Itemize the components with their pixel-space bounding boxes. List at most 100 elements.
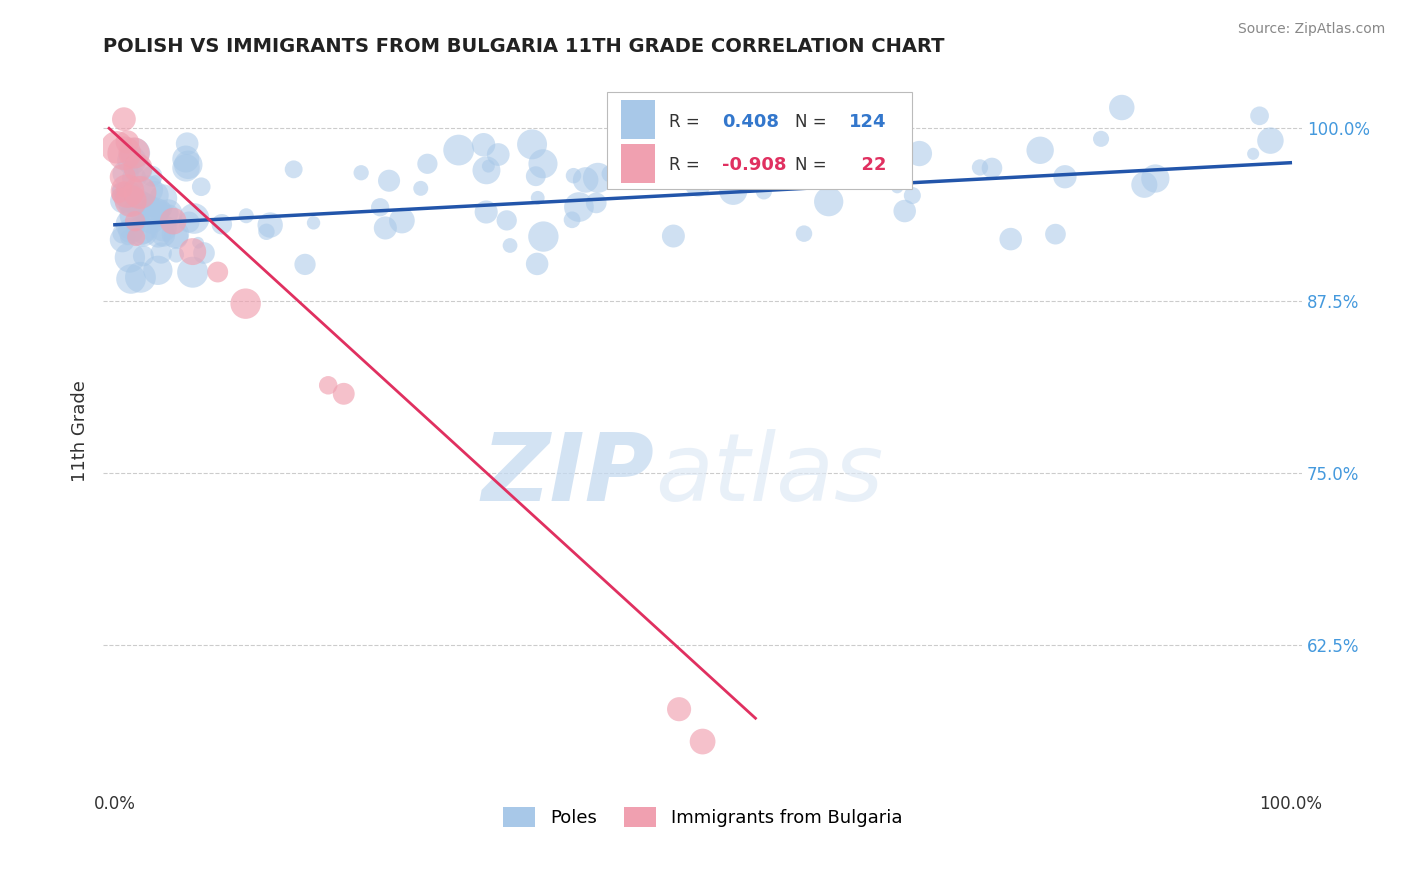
Point [174, 161, 197, 175]
Point [908, 146, 931, 161]
Point [256, 225, 278, 239]
Point [121, 153, 143, 168]
Point [969, 161, 991, 175]
Text: 0.408: 0.408 [721, 112, 779, 130]
Point [374, 221, 396, 235]
Text: POLISH VS IMMIGRANTS FROM BULGARIA 11TH GRADE CORRELATION CHART: POLISH VS IMMIGRANTS FROM BULGARIA 11TH … [103, 37, 945, 56]
Point [294, 257, 316, 271]
Point [524, 169, 547, 184]
Point [132, 224, 155, 238]
Point [1133, 178, 1156, 192]
Point [662, 229, 685, 244]
Text: atlas: atlas [655, 429, 883, 520]
Point [177, 158, 200, 172]
Point [124, 214, 146, 228]
Text: Source: ZipAtlas.com: Source: ZipAtlas.com [1237, 22, 1385, 37]
Point [486, 147, 509, 161]
Point [723, 184, 745, 198]
Point [316, 378, 339, 392]
Point [477, 159, 499, 173]
Point [165, 248, 187, 262]
Point [817, 194, 839, 209]
Point [1090, 132, 1112, 146]
Text: 22: 22 [849, 156, 886, 174]
Point [634, 166, 657, 180]
Point [235, 296, 257, 310]
Point [283, 162, 305, 177]
Bar [621, 144, 655, 183]
Point [111, 233, 134, 247]
Point [190, 179, 212, 194]
Point [378, 174, 401, 188]
Point [793, 227, 815, 241]
Point [520, 137, 543, 152]
Point [143, 174, 166, 188]
Point [114, 166, 136, 180]
Point [568, 200, 591, 214]
Point [668, 702, 690, 716]
Point [475, 205, 498, 219]
Point [575, 173, 598, 187]
Point [475, 163, 498, 178]
Point [893, 204, 915, 219]
Point [142, 205, 165, 219]
Y-axis label: 11th Grade: 11th Grade [72, 381, 89, 483]
Point [111, 227, 134, 241]
Point [531, 229, 554, 244]
Point [177, 215, 200, 229]
Point [176, 136, 198, 151]
Point [118, 198, 141, 212]
Point [1053, 169, 1076, 184]
Point [193, 246, 215, 260]
Point [124, 146, 146, 161]
Point [526, 257, 548, 271]
Point [132, 196, 155, 211]
Point [752, 185, 775, 199]
Point [122, 208, 145, 222]
Point [127, 216, 149, 230]
Point [156, 207, 179, 221]
Point [110, 184, 132, 198]
Point [129, 198, 152, 212]
Bar [621, 100, 655, 139]
Point [129, 270, 152, 285]
Point [117, 191, 139, 205]
Point [1000, 232, 1022, 246]
Point [886, 180, 908, 194]
Point [152, 227, 174, 242]
Point [143, 188, 166, 202]
Point [152, 191, 174, 205]
Point [131, 225, 153, 239]
Point [141, 202, 163, 217]
Point [183, 211, 205, 226]
Point [111, 170, 134, 185]
Point [136, 198, 159, 212]
Point [599, 167, 621, 181]
Point [141, 209, 163, 223]
Point [159, 206, 181, 220]
Point [120, 218, 142, 232]
Point [117, 184, 139, 198]
Point [187, 235, 209, 250]
Point [105, 140, 128, 154]
Point [120, 181, 142, 195]
Point [181, 265, 204, 279]
Point [111, 194, 134, 208]
Point [332, 386, 354, 401]
Point [1045, 227, 1067, 242]
Point [181, 244, 204, 259]
Point [586, 170, 609, 185]
Point [531, 157, 554, 171]
Point [141, 169, 163, 184]
Point [125, 230, 148, 244]
Text: N =: N = [794, 156, 832, 174]
Point [117, 135, 139, 149]
Point [162, 214, 184, 228]
Point [120, 223, 142, 237]
Point [122, 146, 145, 161]
Point [132, 249, 155, 263]
Point [409, 181, 432, 195]
Point [368, 200, 391, 214]
Point [150, 201, 173, 215]
Point [120, 272, 142, 286]
